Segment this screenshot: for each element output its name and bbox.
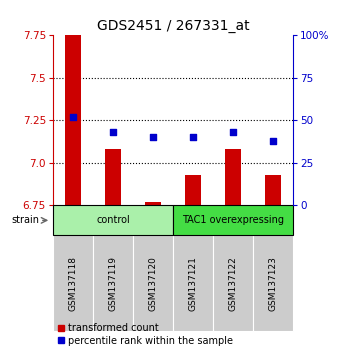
Point: [270, 138, 276, 144]
Bar: [265, 175, 281, 205]
Bar: [133, 235, 173, 331]
Bar: [53, 235, 93, 331]
Bar: [93, 235, 133, 331]
Bar: [65, 34, 81, 205]
Bar: [53, 205, 173, 235]
Bar: [253, 235, 293, 331]
Bar: [173, 235, 213, 331]
Text: GSM137119: GSM137119: [108, 256, 117, 311]
Text: control: control: [96, 215, 130, 225]
Text: TAC1 overexpressing: TAC1 overexpressing: [182, 215, 284, 225]
Bar: [185, 175, 201, 205]
Bar: [145, 202, 161, 205]
Text: GSM137120: GSM137120: [149, 256, 158, 311]
Bar: [213, 235, 253, 331]
Bar: [173, 205, 293, 235]
Text: strain: strain: [11, 215, 39, 225]
Bar: [105, 149, 121, 205]
Point: [190, 135, 196, 140]
Bar: [225, 149, 241, 205]
Text: GSM137118: GSM137118: [69, 256, 77, 311]
Title: GDS2451 / 267331_at: GDS2451 / 267331_at: [97, 19, 249, 33]
Point: [110, 130, 116, 135]
Point: [150, 135, 156, 140]
Text: GSM137122: GSM137122: [229, 256, 238, 310]
Text: GSM137123: GSM137123: [269, 256, 278, 311]
Text: GSM137121: GSM137121: [189, 256, 197, 311]
Point: [70, 114, 76, 120]
Legend: transformed count, percentile rank within the sample: transformed count, percentile rank withi…: [58, 323, 233, 346]
Point: [231, 130, 236, 135]
